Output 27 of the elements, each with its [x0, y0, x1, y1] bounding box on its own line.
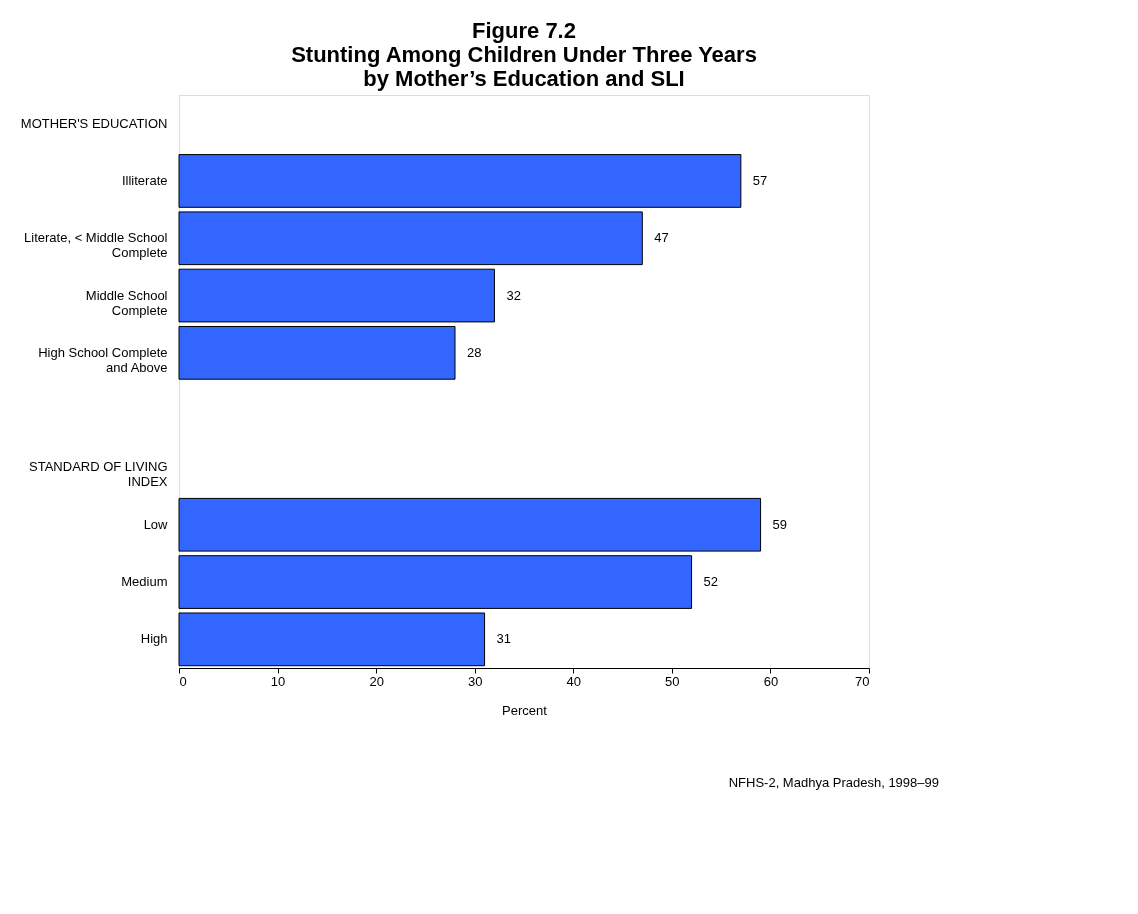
x-tick-label: 50 — [665, 673, 680, 689]
x-tick-label: 20 — [369, 673, 384, 689]
data-label: 31 — [496, 631, 512, 647]
y-tick-label: Literate, < Middle School Complete — [24, 230, 168, 261]
data-label: 52 — [703, 574, 719, 590]
data-label: 57 — [752, 172, 768, 188]
y-tick-label: STANDARD OF LIVING INDEX — [29, 459, 168, 490]
y-tick-label: High — [140, 631, 168, 647]
x-tick-label: 70 — [855, 673, 870, 689]
data-label: 47 — [654, 230, 669, 246]
text: NFHS-2, Madhya Pradesh, 1998–99 — [728, 775, 939, 790]
x-tick-label: 60 — [763, 673, 779, 689]
chart-title: Figure 7.2 Stunting Among Children Under Three Years by Mother’s Education and SLI — [291, 18, 757, 91]
data-label: 32 — [506, 287, 521, 303]
x-tick-label: 10 — [270, 673, 286, 689]
x-tick-label: 0 — [179, 673, 187, 689]
y-tick-label: High School Complete and Above — [38, 344, 168, 375]
x-tick-label: 40 — [566, 673, 582, 689]
y-tick-label: MOTHER'S EDUCATION — [20, 115, 168, 131]
y-tick-label: Illiterate — [121, 172, 168, 188]
data-label: 28 — [467, 344, 482, 360]
data-label: 59 — [772, 516, 788, 532]
x-tick-label: 30 — [467, 673, 483, 689]
y-tick-label: Middle School Complete — [85, 287, 168, 318]
y-tick-label: Low — [143, 516, 169, 532]
x-axis-title: Percent — [502, 702, 548, 718]
y-tick-label: Medium — [121, 574, 168, 590]
